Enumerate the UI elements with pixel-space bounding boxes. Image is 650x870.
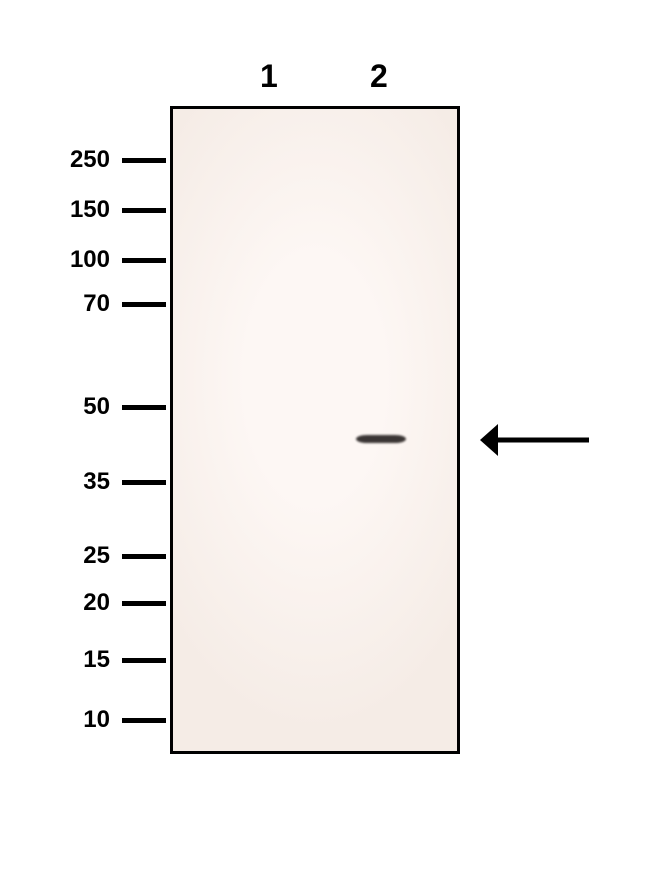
lane-label-1: 1 xyxy=(260,58,278,95)
mw-tick-100 xyxy=(122,258,166,263)
mw-label-150: 150 xyxy=(40,196,110,224)
mw-label-20: 20 xyxy=(40,589,110,617)
mw-label-10: 10 xyxy=(40,706,110,734)
lane-label-2: 2 xyxy=(370,58,388,95)
mw-label-15: 15 xyxy=(40,646,110,674)
blot-frame xyxy=(170,106,460,754)
blot-membrane xyxy=(173,109,457,751)
mw-label-100: 100 xyxy=(40,246,110,274)
mw-label-50: 50 xyxy=(40,393,110,421)
band-lane2-0 xyxy=(356,435,406,443)
mw-tick-10 xyxy=(122,718,166,723)
mw-tick-15 xyxy=(122,658,166,663)
mw-tick-35 xyxy=(122,480,166,485)
mw-label-70: 70 xyxy=(40,290,110,318)
mw-tick-50 xyxy=(122,405,166,410)
mw-label-35: 35 xyxy=(40,468,110,496)
mw-tick-25 xyxy=(122,554,166,559)
mw-tick-250 xyxy=(122,158,166,163)
mw-tick-70 xyxy=(122,302,166,307)
western-blot-figure: 1 2 250 150 100 70 50 35 25 20 15 10 xyxy=(0,0,650,870)
band-arrow-icon xyxy=(478,419,599,461)
mw-tick-20 xyxy=(122,601,166,606)
mw-label-250: 250 xyxy=(40,146,110,174)
mw-label-25: 25 xyxy=(40,542,110,570)
mw-tick-150 xyxy=(122,208,166,213)
